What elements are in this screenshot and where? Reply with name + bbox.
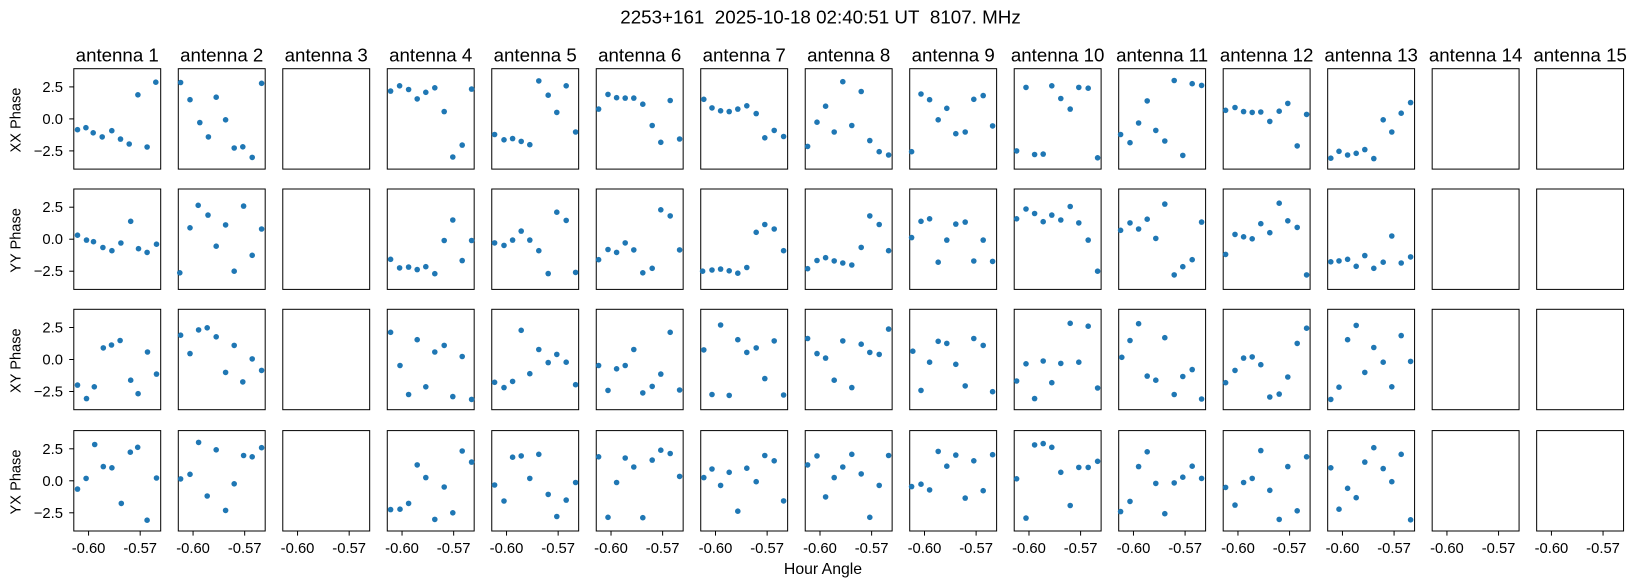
svg-text:antenna 4: antenna 4: [389, 45, 472, 66]
svg-text:-0.60: -0.60: [490, 541, 524, 557]
svg-text:-0.57: -0.57: [228, 541, 262, 557]
svg-text:-0.57: -0.57: [855, 541, 889, 557]
svg-text:-0.60: -0.60: [1012, 541, 1046, 557]
svg-text:−2.5: −2.5: [34, 385, 63, 401]
svg-text:-0.57: -0.57: [1586, 541, 1620, 557]
svg-text:antenna 9: antenna 9: [912, 45, 995, 66]
svg-text:antenna 6: antenna 6: [598, 45, 681, 66]
svg-text:-0.57: -0.57: [1377, 541, 1411, 557]
svg-text:-0.57: -0.57: [959, 541, 993, 557]
svg-text:−2.5: −2.5: [34, 506, 63, 522]
svg-text:2.5: 2.5: [42, 200, 63, 216]
svg-text:-0.60: -0.60: [1430, 541, 1464, 557]
svg-text:-0.60: -0.60: [1326, 541, 1360, 557]
svg-text:−2.5: −2.5: [34, 144, 63, 160]
svg-text:-0.57: -0.57: [1482, 541, 1516, 557]
svg-text:-0.60: -0.60: [176, 541, 210, 557]
svg-text:-0.60: -0.60: [908, 541, 942, 557]
svg-text:YY Phase: YY Phase: [9, 208, 25, 273]
svg-text:-0.57: -0.57: [1168, 541, 1202, 557]
svg-text:-0.60: -0.60: [699, 541, 733, 557]
svg-text:-0.57: -0.57: [332, 541, 366, 557]
svg-text:-0.60: -0.60: [803, 541, 837, 557]
svg-text:XX Phase: XX Phase: [9, 88, 25, 153]
svg-text:-0.60: -0.60: [1117, 541, 1151, 557]
svg-text:antenna 1: antenna 1: [76, 45, 159, 66]
svg-text:-0.57: -0.57: [750, 541, 784, 557]
svg-text:antenna 11: antenna 11: [1116, 45, 1208, 66]
svg-text:-0.60: -0.60: [281, 541, 315, 557]
svg-text:-0.60: -0.60: [72, 541, 106, 557]
svg-text:-0.60: -0.60: [594, 541, 628, 557]
svg-text:2.5: 2.5: [42, 442, 63, 458]
svg-text:XY Phase: XY Phase: [9, 328, 25, 393]
svg-text:antenna 12: antenna 12: [1220, 45, 1314, 66]
svg-text:-0.57: -0.57: [123, 541, 157, 557]
svg-text:-0.60: -0.60: [385, 541, 419, 557]
svg-text:antenna 15: antenna 15: [1533, 45, 1627, 66]
svg-text:antenna 3: antenna 3: [285, 45, 368, 66]
svg-text:YX Phase: YX Phase: [9, 450, 25, 515]
svg-text:antenna 14: antenna 14: [1429, 45, 1523, 66]
svg-text:2253+161 2025-10-18 02:40:51: 2253+161 2025-10-18 02:40:51 UT 8107. MH…: [620, 7, 1020, 28]
svg-text:0.0: 0.0: [42, 232, 63, 248]
svg-text:0.0: 0.0: [42, 353, 63, 369]
svg-text:-0.60: -0.60: [1221, 541, 1255, 557]
svg-text:-0.57: -0.57: [437, 541, 471, 557]
svg-text:-0.57: -0.57: [1064, 541, 1098, 557]
svg-text:antenna 5: antenna 5: [494, 45, 577, 66]
svg-text:Hour Angle: Hour Angle: [784, 561, 862, 578]
svg-text:2.5: 2.5: [42, 321, 63, 337]
svg-text:0.0: 0.0: [42, 474, 63, 490]
svg-text:-0.57: -0.57: [646, 541, 680, 557]
svg-text:antenna 2: antenna 2: [180, 45, 263, 66]
svg-text:-0.57: -0.57: [541, 541, 575, 557]
svg-text:−2.5: −2.5: [34, 264, 63, 280]
svg-text:2.5: 2.5: [42, 80, 63, 96]
svg-text:-0.57: -0.57: [1273, 541, 1307, 557]
svg-text:antenna 7: antenna 7: [703, 45, 786, 66]
svg-text:antenna 8: antenna 8: [807, 45, 890, 66]
svg-text:antenna 10: antenna 10: [1011, 45, 1105, 66]
svg-text:antenna 13: antenna 13: [1324, 45, 1418, 66]
svg-text:-0.60: -0.60: [1535, 541, 1569, 557]
svg-text:0.0: 0.0: [42, 112, 63, 128]
